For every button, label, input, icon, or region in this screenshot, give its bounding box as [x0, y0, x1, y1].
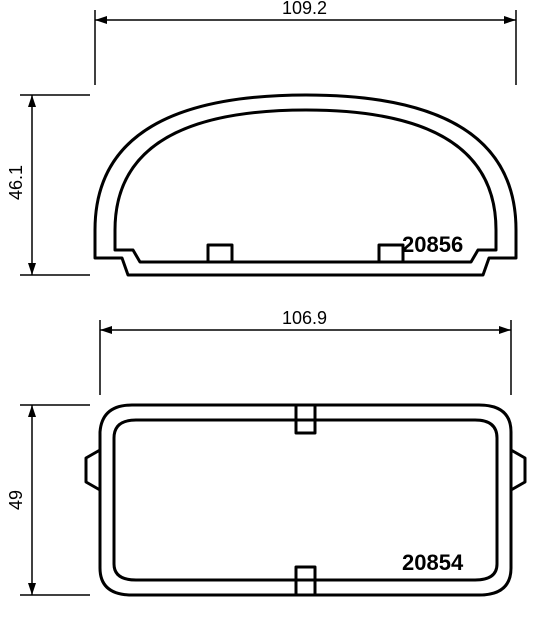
bottom-width-dim: 106.9 [282, 308, 327, 329]
bottom-part-number: 20854 [402, 550, 463, 576]
bottom-height-dim: 49 [6, 490, 27, 510]
bottom-part-svg [0, 310, 551, 630]
top-part-svg [0, 0, 551, 320]
top-height-dim: 46.1 [6, 165, 27, 200]
technical-drawing: 109.2 46.1 20856 [0, 0, 551, 630]
top-width-dim: 109.2 [282, 0, 327, 19]
top-part-number: 20856 [402, 232, 463, 258]
